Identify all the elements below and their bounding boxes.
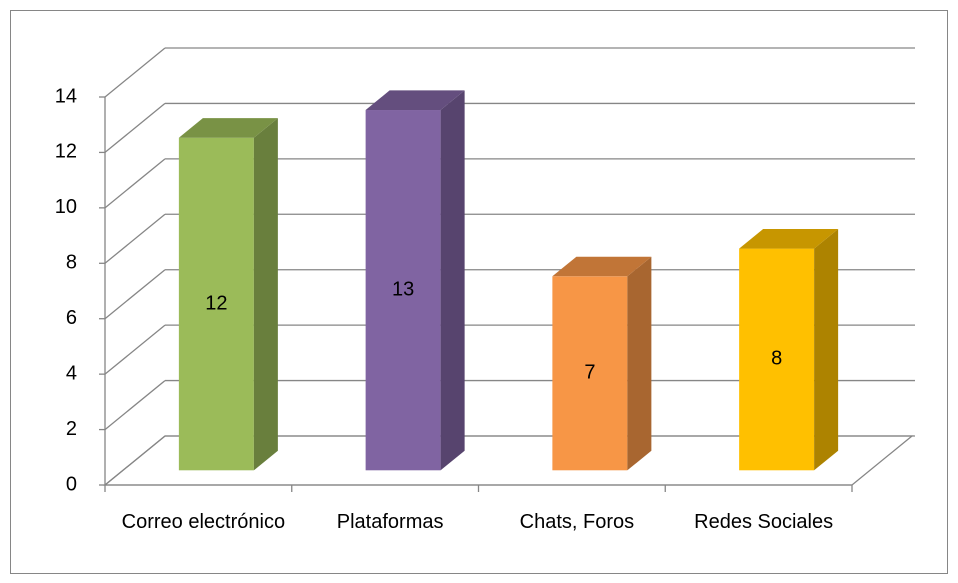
side-grid-line	[104, 324, 166, 375]
side-grid-line	[104, 213, 166, 264]
bar-side	[814, 228, 839, 471]
side-grid-line	[104, 269, 166, 320]
side-grid-line	[104, 158, 166, 209]
data-label: 13	[392, 278, 414, 300]
y-tick-label: 4	[66, 362, 77, 384]
bar-top	[365, 90, 465, 111]
bar-side	[253, 118, 278, 471]
chart-border	[10, 10, 948, 574]
bar	[552, 256, 652, 471]
side-grid-line	[104, 435, 166, 486]
y-tick-label: 6	[66, 307, 77, 329]
bar-top	[178, 118, 278, 138]
bar	[739, 228, 839, 471]
bar	[365, 90, 465, 471]
bar-front	[552, 276, 628, 471]
data-label: 8	[771, 348, 782, 370]
y-tick-label: 10	[55, 196, 77, 218]
y-tick-label: 14	[55, 85, 77, 107]
bar-front	[178, 137, 254, 471]
y-tick-label: 2	[66, 418, 77, 440]
bar-top	[739, 228, 839, 249]
side-grid-line	[104, 380, 166, 431]
x-tick-label: Plataformas	[336, 511, 444, 533]
bar-front	[365, 110, 441, 471]
y-tick-label: 8	[66, 252, 77, 274]
side-grid-line	[104, 47, 166, 98]
x-tick-label: Chats, Foros	[519, 511, 635, 533]
data-label: 7	[584, 362, 595, 384]
bar-front	[739, 248, 815, 471]
bar	[178, 118, 278, 471]
data-label: 12	[205, 292, 227, 314]
bar-side	[627, 256, 652, 471]
bar-top	[552, 256, 652, 277]
y-tick-label: 12	[55, 141, 77, 163]
x-tick-label: Correo electrónico	[121, 511, 286, 533]
x-tick-label: Redes Sociales	[694, 511, 834, 533]
side-grid-line	[104, 102, 166, 153]
y-tick-label: 0	[66, 473, 77, 495]
bar-side	[440, 90, 465, 471]
